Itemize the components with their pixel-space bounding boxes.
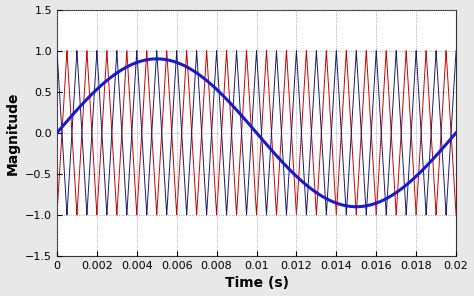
X-axis label: Time (s): Time (s) [225, 276, 289, 290]
Y-axis label: Magnitude: Magnitude [6, 91, 19, 175]
